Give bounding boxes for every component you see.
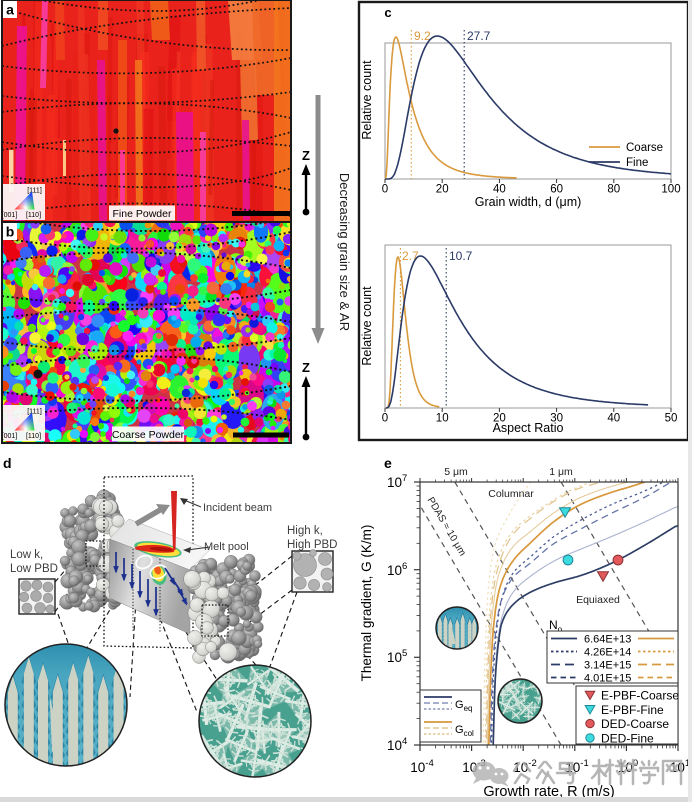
svg-text:4.26E+14: 4.26E+14 [584,647,631,659]
svg-text:[001]: [001] [2,433,18,440]
svg-text:0: 0 [382,184,388,196]
svg-text:High PBD: High PBD [287,539,338,551]
svg-text:High k,: High k, [287,525,323,537]
svg-text:100: 100 [661,184,680,196]
svg-text:50: 50 [665,413,678,425]
svg-text:5 μm: 5 μm [444,466,468,478]
svg-text:[001]: [001] [2,212,18,219]
svg-text:Aspect Ratio: Aspect Ratio [493,421,564,435]
svg-text:d: d [3,455,12,471]
svg-text:Relative count: Relative count [360,286,374,366]
svg-text:30: 30 [550,413,563,425]
svg-text:a: a [6,2,14,18]
svg-text:80: 80 [607,184,620,196]
svg-text:20: 20 [493,413,506,425]
svg-text:20: 20 [436,184,449,196]
svg-text:Z: Z [302,360,310,375]
svg-text:[111]: [111] [27,409,42,416]
svg-text:6.64E+13: 6.64E+13 [584,634,631,646]
svg-text:0: 0 [382,413,388,425]
svg-text:[110]: [110] [26,433,41,440]
svg-text:b: b [6,224,15,240]
svg-text:Low PBD: Low PBD [10,563,58,575]
svg-text:Growth rate, R (m/s): Growth rate, R (m/s) [483,784,614,800]
svg-text:Fine Powder: Fine Powder [113,208,172,220]
svg-text:10.7: 10.7 [449,249,473,263]
svg-text:1 μm: 1 μm [549,466,573,478]
svg-text:10: 10 [436,413,449,425]
svg-text:E-PBF-Coarse: E-PBF-Coarse [601,689,679,703]
svg-text:Coarse Powder: Coarse Powder [112,429,185,441]
svg-text:c: c [384,5,391,20]
svg-text:40: 40 [493,184,506,196]
svg-text:Low k,: Low k, [10,549,43,561]
svg-text:Grain width, d (μm): Grain width, d (μm) [475,195,582,209]
svg-text:Melt pool: Melt pool [204,541,249,553]
svg-text:3.14E+15: 3.14E+15 [584,660,631,672]
svg-text:Columnar: Columnar [488,488,534,500]
svg-text:60: 60 [550,184,563,196]
svg-text:Thermal gradient, G (K/m): Thermal gradient, G (K/m) [359,525,374,682]
svg-text:DED-Coarse: DED-Coarse [601,717,669,731]
svg-text:Decreasing grain size & AR: Decreasing grain size & AR [337,173,352,331]
svg-text:E-PBF-Fine: E-PBF-Fine [601,703,664,717]
svg-text:DED-Fine: DED-Fine [601,731,654,745]
svg-text:Z: Z [302,148,310,163]
svg-text:4.01E+15: 4.01E+15 [584,673,631,685]
svg-text:Relative count: Relative count [360,60,374,140]
svg-text:Fine: Fine [626,157,648,169]
svg-text:[110]: [110] [26,212,41,219]
svg-text:9.2: 9.2 [414,29,431,43]
svg-text:Equiaxed: Equiaxed [576,594,620,606]
svg-text:2.7: 2.7 [402,249,419,263]
svg-text:Incident beam: Incident beam [203,502,272,514]
svg-text:[111]: [111] [27,188,42,195]
svg-text:40: 40 [607,413,620,425]
svg-text:Coarse: Coarse [626,142,663,154]
svg-text:27.7: 27.7 [467,29,491,43]
svg-text:e: e [384,455,392,471]
